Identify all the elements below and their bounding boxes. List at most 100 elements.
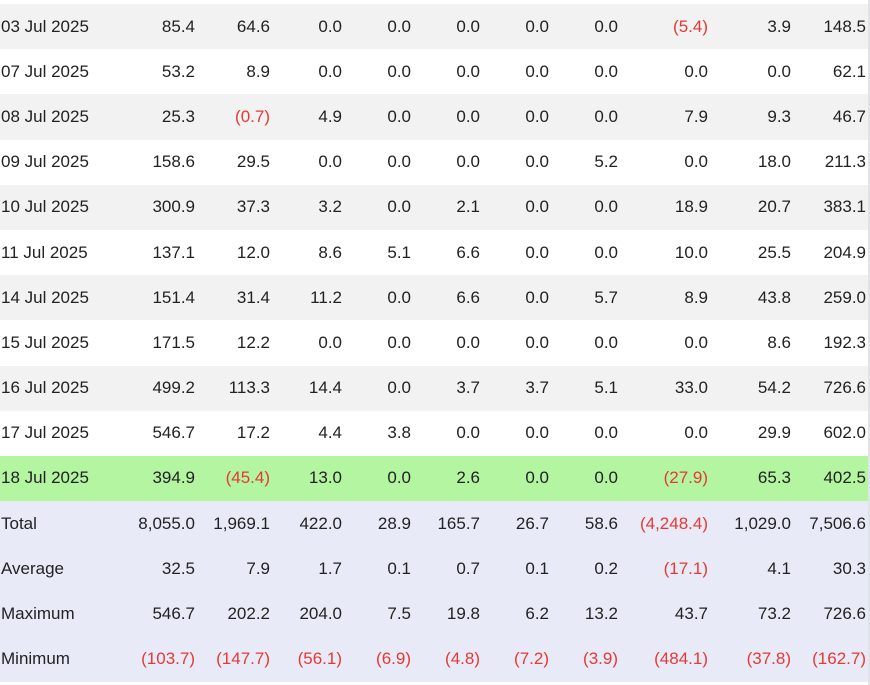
table-row[interactable]: 14 Jul 2025 151.4 31.4 11.2 0.0 6.6 0.0 5.7 8.9 4… (0, 275, 870, 321)
value-cell-col-10: 259.0 (823, 287, 866, 307)
value-cell-col-6: (7.2) (514, 649, 549, 669)
value-cell-col-9: 3.9 (767, 16, 791, 36)
value-cell-col-2: 12.2 (236, 332, 270, 352)
value-cell-col-7: 0.2 (594, 558, 618, 578)
table-row[interactable]: 15 Jul 2025 171.5 12.2 0.0 0.0 0.0 0.0 0.0 0.0 8.… (0, 320, 870, 366)
value-cell-col-9: 65.3 (757, 468, 791, 488)
table-row[interactable]: 17 Jul 2025 546.7 17.2 4.4 3.8 0.0 0.0 0.0 0.0 29… (0, 410, 870, 456)
value-cell-col-4: 0.0 (387, 61, 411, 81)
table-row[interactable]: 08 Jul 2025 25.3 (0.7) 4.9 0.0 0.0 0.0 0.0 7.9 9.… (0, 94, 870, 140)
value-cell-col-6: 0.0 (525, 242, 549, 262)
value-cell-col-3: 0.0 (318, 332, 342, 352)
value-cell-col-6: 26.7 (515, 513, 549, 533)
row-label: 14 Jul 2025 (1, 287, 89, 307)
value-cell-col-3: 4.9 (318, 106, 342, 126)
value-cell-col-3: 4.4 (318, 423, 342, 443)
summary-row[interactable]: Minimum (103.7) (147.7) (56.1) (6.9) (4.8) (7.… (0, 636, 870, 682)
value-cell-col-8: (5.4) (673, 16, 708, 36)
value-cell-col-3: 422.0 (299, 513, 342, 533)
value-cell-col-8: 8.9 (684, 287, 708, 307)
value-cell-col-2: 37.3 (236, 197, 270, 217)
value-cell-col-5: 2.6 (456, 468, 480, 488)
row-label: Maximum (1, 604, 75, 624)
value-cell-col-3: 13.0 (308, 468, 342, 488)
value-cell-col-2: 7.9 (246, 558, 270, 578)
value-cell-col-4: 0.0 (387, 468, 411, 488)
value-cell-col-3: 0.0 (318, 61, 342, 81)
row-label: Total (1, 513, 37, 533)
value-cell-col-8: 0.0 (684, 332, 708, 352)
scroll-edge (868, 0, 870, 685)
value-cell-col-1: 32.5 (161, 558, 195, 578)
value-cell-col-5: 2.1 (456, 197, 480, 217)
table-row[interactable]: 09 Jul 2025 158.6 29.5 0.0 0.0 0.0 0.0 5.2 0.0 18… (0, 139, 870, 185)
value-cell-col-7: 58.6 (584, 513, 618, 533)
value-cell-col-6: 3.7 (525, 378, 549, 398)
value-cell-col-4: 0.0 (387, 106, 411, 126)
value-cell-col-3: 14.4 (308, 378, 342, 398)
row-label: 17 Jul 2025 (1, 423, 89, 443)
value-cell-col-3: 0.0 (318, 152, 342, 172)
value-cell-col-6: 6.2 (525, 604, 549, 624)
value-cell-col-4: 7.5 (387, 604, 411, 624)
value-cell-col-1: 158.6 (152, 152, 195, 172)
value-cell-col-5: (4.8) (445, 649, 480, 669)
value-cell-col-1: 53.2 (161, 61, 195, 81)
row-label: 15 Jul 2025 (1, 332, 89, 352)
value-cell-col-2: 8.9 (246, 61, 270, 81)
value-cell-col-2: (45.4) (225, 468, 270, 488)
value-cell-col-10: 148.5 (823, 16, 866, 36)
row-label: 08 Jul 2025 (1, 106, 89, 126)
table-row[interactable]: 07 Jul 2025 53.2 8.9 0.0 0.0 0.0 0.0 0.0 0.0 0.0 6… (0, 49, 870, 95)
value-cell-col-7: 0.0 (594, 468, 618, 488)
row-label: Minimum (1, 649, 70, 669)
value-cell-col-5: 165.7 (437, 513, 480, 533)
value-cell-col-8: 33.0 (674, 378, 708, 398)
value-cell-col-9: (37.8) (746, 649, 791, 669)
value-cell-col-4: 0.0 (387, 332, 411, 352)
value-cell-col-1: 394.9 (152, 468, 195, 488)
value-cell-col-7: 5.1 (594, 378, 618, 398)
value-cell-col-5: 6.6 (456, 287, 480, 307)
table-row[interactable]: 11 Jul 2025 137.1 12.0 8.6 5.1 6.6 0.0 0.0 10.0 2… (0, 229, 870, 276)
value-cell-col-7: 0.0 (594, 197, 618, 217)
row-label: Average (1, 558, 65, 578)
value-cell-col-2: 202.2 (227, 604, 270, 624)
value-cell-col-7: 0.0 (594, 16, 618, 36)
value-cell-col-10: 30.3 (832, 558, 866, 578)
value-cell-col-6: 0.0 (525, 468, 549, 488)
value-cell-col-6: 0.0 (525, 16, 549, 36)
value-cell-col-9: 20.7 (757, 197, 791, 217)
summary-row[interactable]: Maximum 546.7 202.2 204.0 7.5 19.8 6.2 13.2 43.7… (0, 591, 870, 637)
value-cell-col-5: 3.7 (456, 378, 480, 398)
table-row[interactable]: 10 Jul 2025 300.9 37.3 3.2 0.0 2.1 0.0 0.0 18.9 2… (0, 184, 870, 230)
value-cell-col-9: 54.2 (757, 378, 791, 398)
value-cell-col-5: 0.0 (456, 152, 480, 172)
value-cell-col-8: (17.1) (663, 558, 708, 578)
value-cell-col-6: 0.0 (525, 61, 549, 81)
row-label: 10 Jul 2025 (1, 197, 89, 217)
summary-row[interactable]: Total 8,055.0 1,969.1 422.0 28.9 165.7 26.7 58.… (0, 501, 870, 547)
value-cell-col-1: 300.9 (152, 197, 195, 217)
value-cell-col-4: (6.9) (376, 649, 411, 669)
value-cell-col-8: 0.0 (684, 152, 708, 172)
value-cell-col-5: 0.0 (456, 332, 480, 352)
value-cell-col-8: (4,248.4) (639, 513, 708, 533)
summary-row[interactable]: Average 32.5 7.9 1.7 0.1 0.7 0.1 0.2 (17.1) 4.1 30… (0, 546, 870, 592)
value-cell-col-6: 0.0 (525, 332, 549, 352)
value-cell-col-8: 0.0 (684, 61, 708, 81)
value-cell-col-2: 1,969.1 (213, 513, 270, 533)
value-cell-col-1: 499.2 (152, 378, 195, 398)
value-cell-col-7: 0.0 (594, 423, 618, 443)
value-cell-col-8: 10.0 (674, 242, 708, 262)
value-cell-col-5: 6.6 (456, 242, 480, 262)
table-row[interactable]: 16 Jul 2025 499.2 113.3 14.4 0.0 3.7 3.7 5.1 33.… (0, 365, 870, 411)
row-label: 03 Jul 2025 (1, 16, 89, 36)
row-label: 16 Jul 2025 (1, 378, 89, 398)
value-cell-col-6: 0.0 (525, 197, 549, 217)
table-row[interactable]: 03 Jul 2025 85.4 64.6 0.0 0.0 0.0 0.0 0.0 (5.4) 3… (0, 4, 870, 50)
value-cell-col-10: (162.7) (812, 649, 866, 669)
value-cell-col-10: 383.1 (823, 197, 866, 217)
value-cell-col-10: 726.6 (823, 604, 866, 624)
table-row-selected[interactable]: 18 Jul 2025 394.9 (45.4) 13.0 0.0 2.6 0.0 0.0 (2… (0, 455, 870, 502)
